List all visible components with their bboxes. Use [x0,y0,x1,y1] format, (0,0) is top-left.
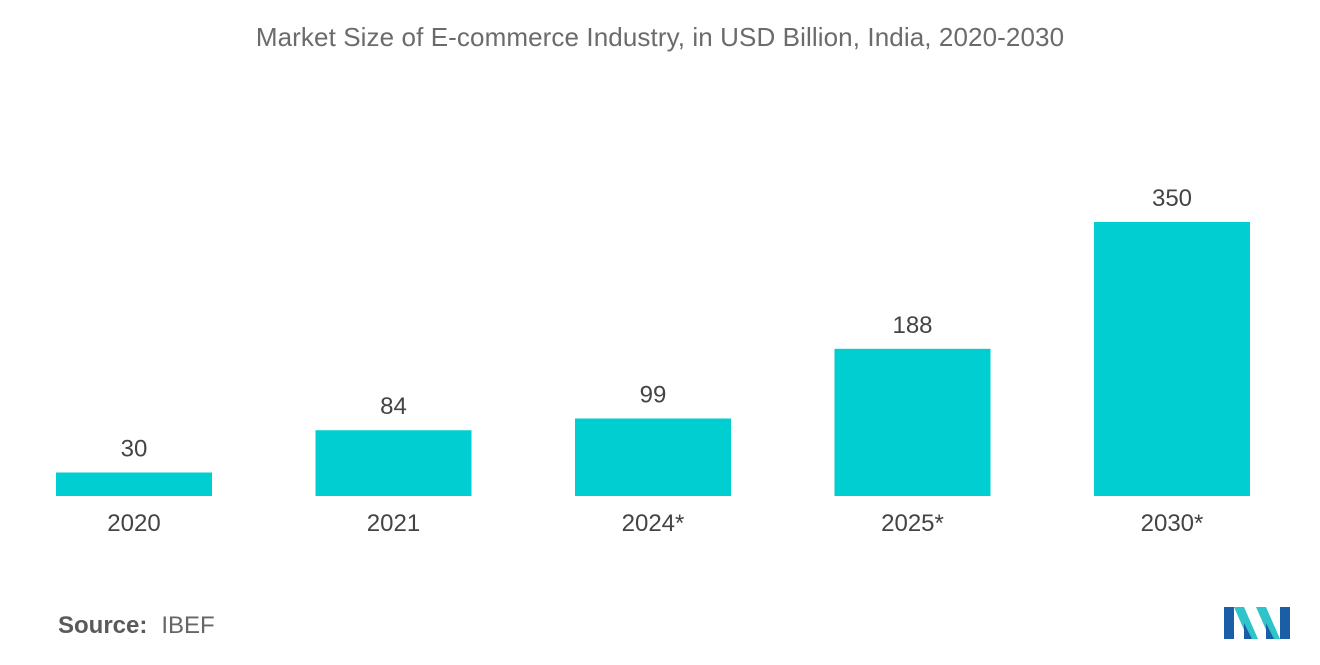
source-label: Source: [58,612,148,639]
mordor-intelligence-logo-icon [1224,607,1290,639]
x-tick-label-2021: 2021 [367,510,420,537]
bar-2030-projected [1094,222,1250,496]
x-tick-label-2030-projected: 2030* [1141,510,1204,537]
data-label-2020: 30 [121,436,148,463]
bar-2024-projected [575,418,731,496]
bar-2020 [56,472,212,496]
bar-2025-projected [834,348,991,496]
data-label-2024-projected: 99 [640,381,667,408]
source-value: IBEF [161,612,215,639]
x-tick-label-2024-projected: 2024* [622,510,685,537]
chart-title: Market Size of E-commerce Industry, in U… [255,22,1065,52]
data-label-2021: 84 [380,393,407,420]
bars-group [56,222,1250,496]
source-note: Source: IBEF [58,612,215,640]
x-tick-label-2020: 2020 [107,510,160,537]
data-label-2030-projected: 350 [1152,185,1192,212]
bar-chart: 30 84 99 188 350 2020 2021 2024* 2025* 2030* [56,185,1250,537]
bar-2021 [315,430,472,496]
data-label-2025-projected: 188 [892,312,932,339]
value-labels-group: 30 84 99 188 350 [121,185,1192,463]
x-axis-tick-labels: 2020 2021 2024* 2025* 2030* [107,510,1203,537]
x-tick-label-2025-projected: 2025* [881,510,944,537]
